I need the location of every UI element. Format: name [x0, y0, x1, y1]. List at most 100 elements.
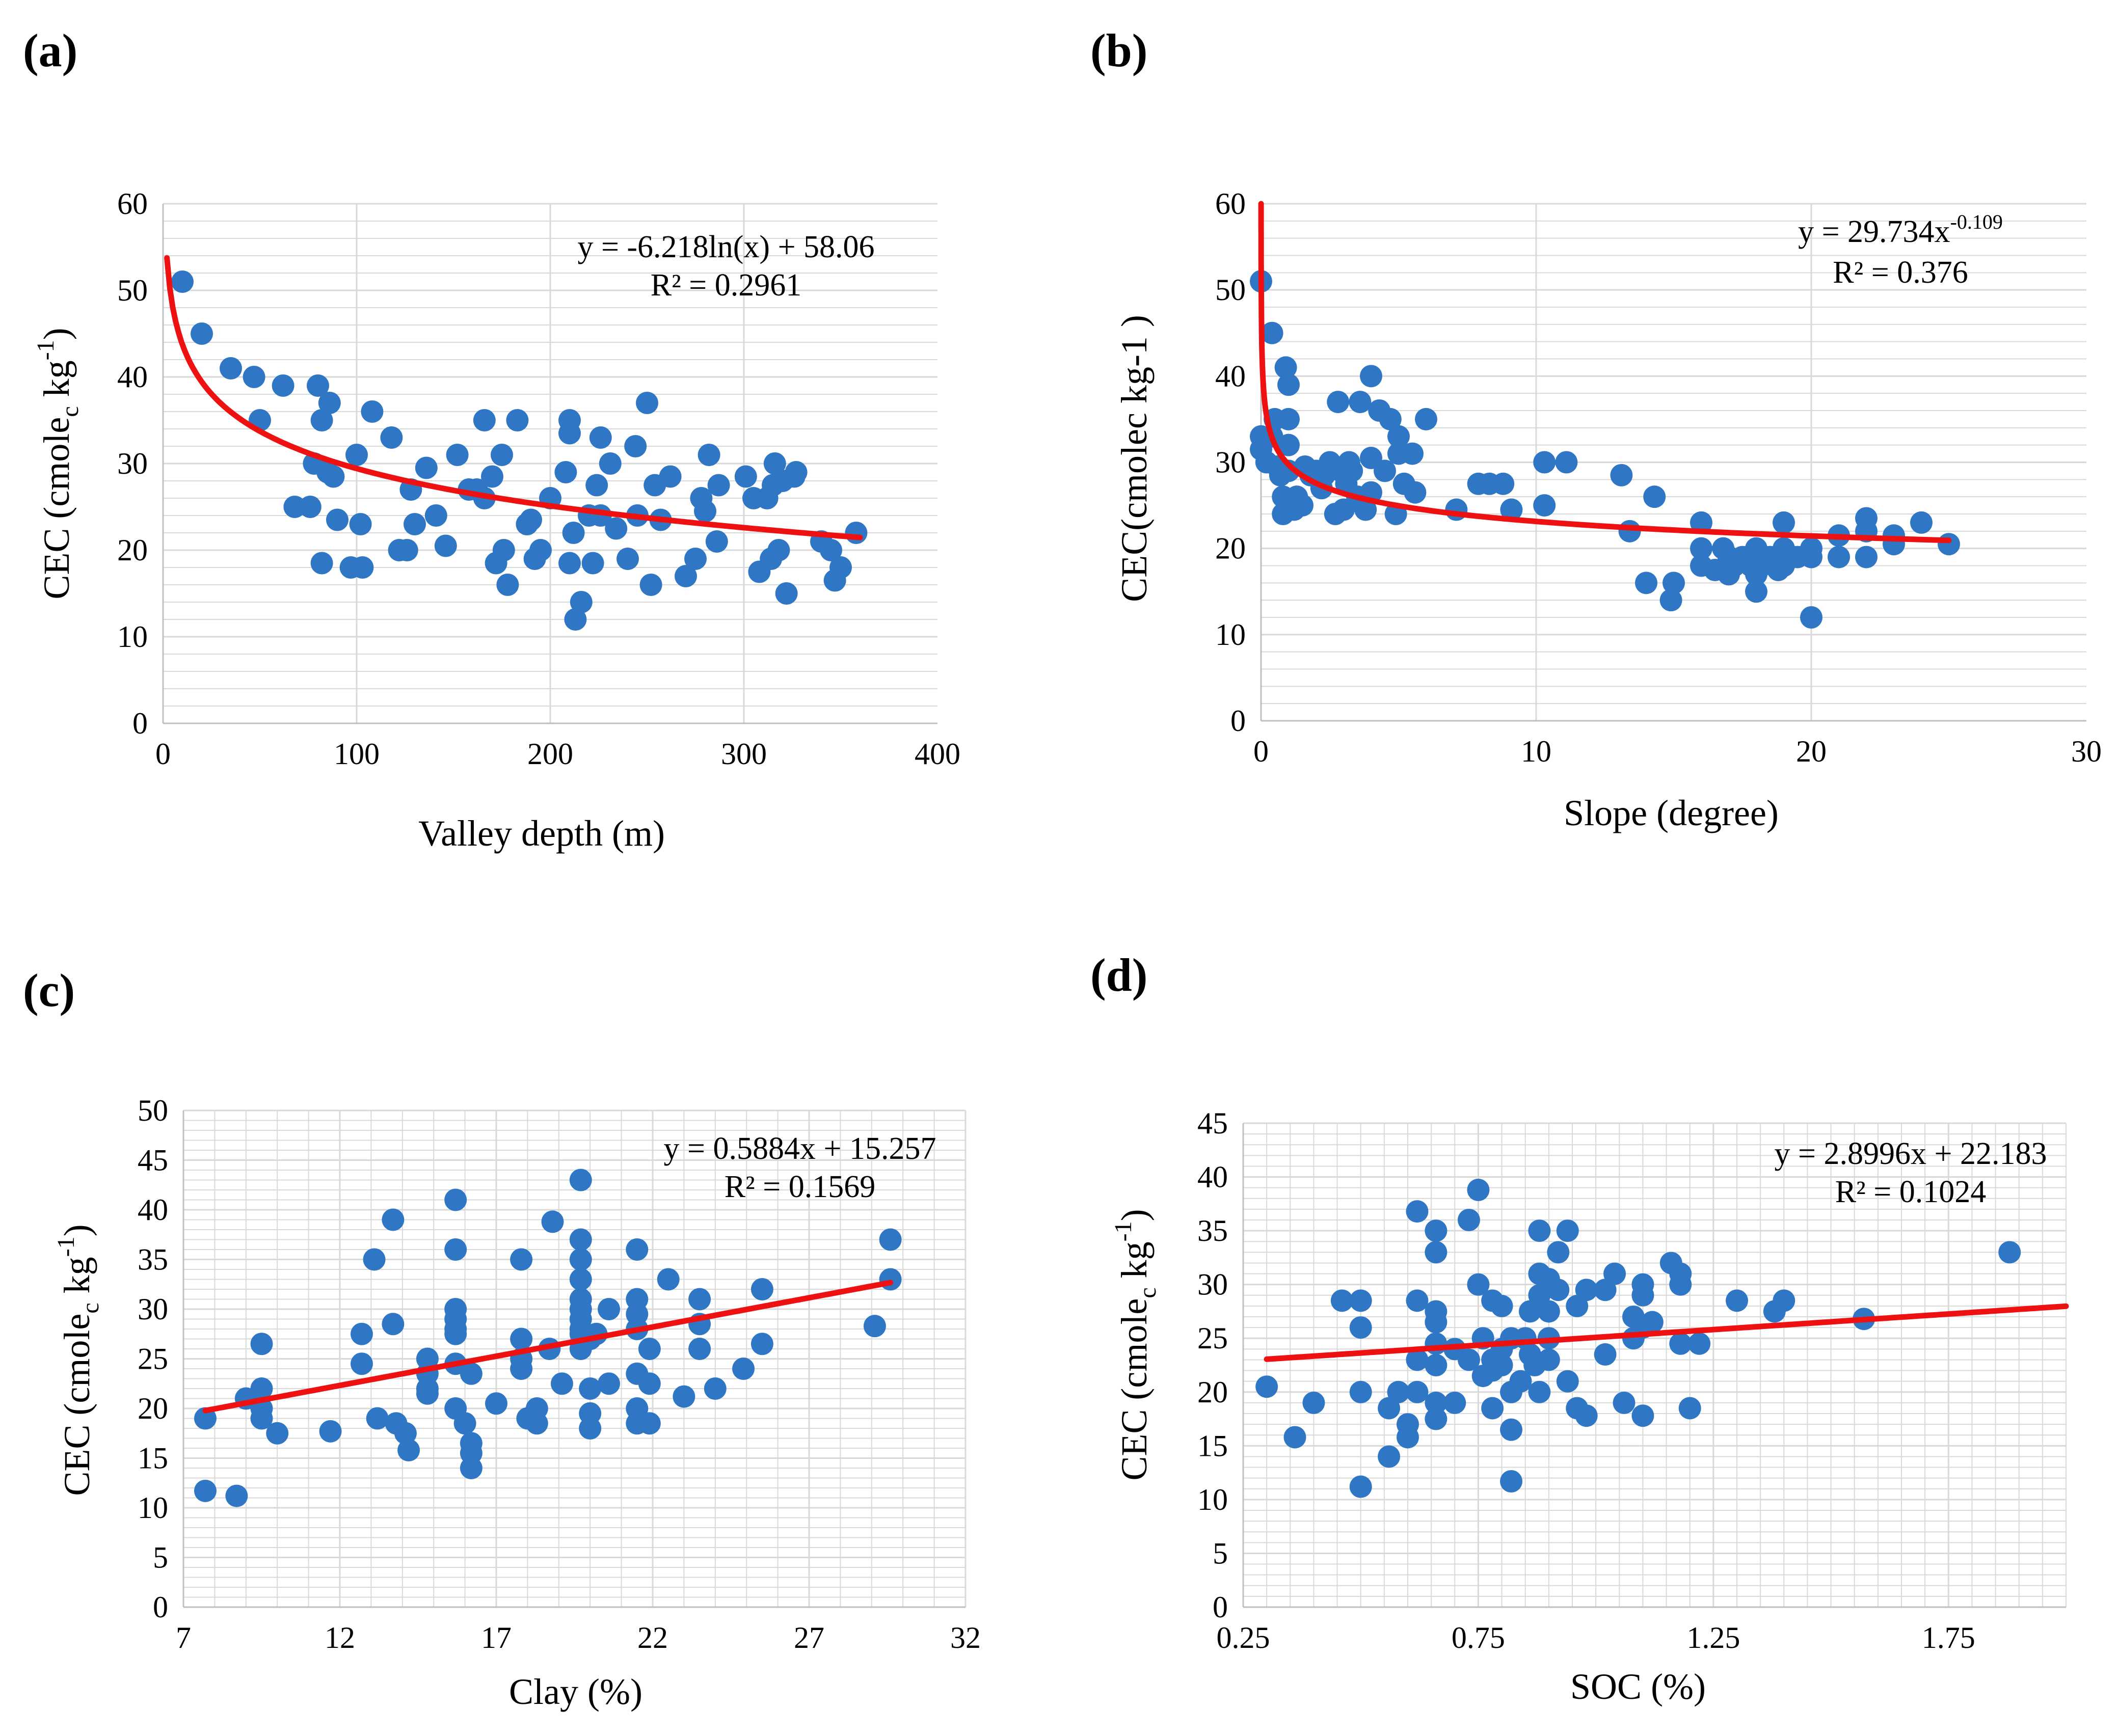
data-point [415, 456, 438, 479]
data-point [272, 374, 294, 397]
y-tick-label: 5 [1213, 1536, 1228, 1570]
data-point [1678, 1397, 1701, 1420]
y-axis-title-b: CEC(cmolec kg-1 ) [1114, 315, 1155, 602]
data-point [1556, 1370, 1579, 1393]
data-point [638, 1338, 661, 1360]
data-point [541, 1210, 564, 1233]
grid-c [182, 1109, 967, 1608]
y-tick-label: 30 [1197, 1268, 1228, 1301]
data-point [1490, 1354, 1513, 1376]
data-point [1291, 494, 1313, 517]
x-tick-label: 22 [637, 1621, 668, 1654]
data-point [424, 504, 447, 527]
data-point [879, 1268, 902, 1291]
data-point [775, 582, 798, 605]
data-point [404, 513, 426, 535]
y-axis-title-a: CEC (cmolec kg-1) [32, 328, 84, 599]
data-point [1467, 1178, 1490, 1201]
y-tick-label: 40 [117, 360, 148, 394]
data-point [350, 1322, 373, 1345]
x-axis-title-c: Clay (%) [509, 1671, 642, 1712]
data-point [1533, 494, 1556, 517]
data-point [626, 1238, 649, 1261]
data-point [1575, 1404, 1598, 1427]
data-point [1533, 451, 1556, 474]
x-axis-title-b: Slope (degree) [1564, 793, 1779, 833]
data-point [1349, 391, 1372, 414]
data-point [1800, 606, 1822, 629]
data-point [453, 1412, 476, 1435]
data-point [1537, 1348, 1560, 1371]
data-point [1277, 408, 1300, 430]
data-point [1261, 321, 1283, 344]
data-point [481, 465, 503, 488]
data-point [1349, 1475, 1372, 1498]
y-tick-label: 30 [1215, 446, 1246, 479]
panel-c: (c) 0 5 10 15 20 25 30 35 40 45 50 7 12 17 22 27 32 y = … [23, 964, 981, 1712]
data-point [394, 1422, 417, 1445]
data-point [310, 552, 333, 575]
data-point [460, 1362, 482, 1385]
data-point [460, 1457, 482, 1479]
x-tick-label: 10 [1521, 735, 1551, 768]
y-tick-label: 0 [132, 707, 148, 740]
data-point [829, 556, 852, 579]
data-point [361, 400, 384, 423]
y-tick-label: 20 [117, 533, 148, 567]
data-point [1354, 498, 1377, 521]
data-point [299, 496, 321, 518]
data-point [434, 534, 457, 557]
data-point [1425, 1241, 1447, 1264]
data-point [569, 1248, 592, 1271]
data-point [326, 508, 348, 531]
data-point [558, 552, 581, 575]
data-point [319, 1420, 342, 1443]
data-point [684, 548, 707, 570]
data-point [444, 1188, 467, 1211]
data-point [638, 1372, 661, 1395]
panel-b: (b) 0 10 20 30 40 50 60 0 10 20 30 y = 29.734x-0.1… [1090, 24, 2102, 833]
data-point [1425, 1332, 1447, 1355]
data-point [506, 409, 529, 431]
data-point [863, 1315, 886, 1338]
data-point [1378, 1445, 1401, 1468]
data-point [510, 1358, 533, 1380]
data-point [1387, 425, 1410, 448]
ticks-a: 0 10 20 30 40 50 60 0 100 200 300 400 [117, 187, 960, 771]
y-tick-label: 50 [117, 274, 148, 307]
y-tick-label: 25 [138, 1342, 168, 1376]
data-point [1745, 580, 1767, 603]
data-point [1349, 1289, 1372, 1312]
data-point [1457, 1209, 1480, 1231]
data-point [1555, 451, 1578, 474]
data-point [558, 409, 581, 431]
data-point [416, 1382, 439, 1405]
data-point [510, 1248, 533, 1271]
data-point [194, 1407, 217, 1430]
data-point [1406, 1348, 1429, 1371]
data-point [349, 513, 372, 535]
data-point [243, 366, 265, 388]
data-point [1828, 546, 1850, 568]
x-tick-label: 0 [155, 737, 171, 771]
equation-d: y = 2.8996x + 22.183 [1775, 1136, 2047, 1171]
data-point [1274, 356, 1297, 379]
y-axis-title-d: CEC (cmolec kg-1) [1110, 1209, 1161, 1480]
data-point [599, 452, 622, 475]
data-point [191, 322, 213, 345]
data-point [1547, 1279, 1570, 1301]
data-point [767, 539, 790, 561]
data-point [1340, 459, 1363, 482]
data-point [688, 1288, 711, 1311]
data-point [1277, 433, 1300, 456]
y-tick-label: 35 [138, 1243, 168, 1277]
data-point [1613, 1391, 1636, 1414]
x-tick-label: 1.75 [1922, 1621, 1975, 1654]
y-tick-label: 20 [1197, 1375, 1228, 1409]
data-point [750, 1278, 773, 1300]
data-point [564, 608, 587, 631]
data-point [380, 426, 403, 449]
equation-b: y = 29.734x-0.109 [1798, 210, 2003, 249]
equation-c: y = 0.5884x + 15.257 [664, 1131, 936, 1166]
data-point [1349, 1316, 1372, 1339]
